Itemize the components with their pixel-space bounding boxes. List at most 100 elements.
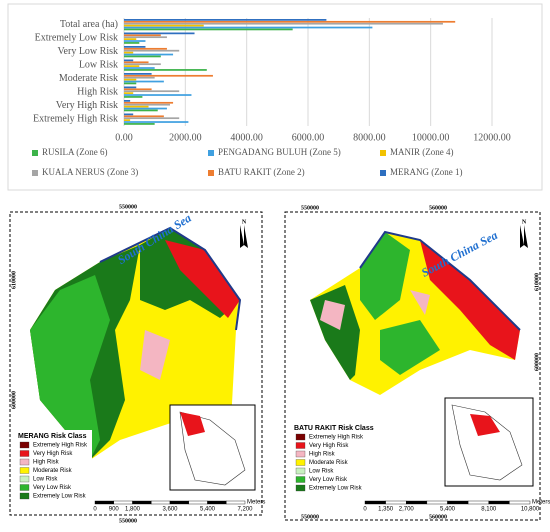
y-tick-label: Extremely Low Risk [35,33,118,44]
bar [124,76,155,79]
coord-label: 550000 [119,518,137,524]
bar [124,51,134,54]
map-area [30,275,110,460]
bar [124,55,161,58]
chart-frame [7,3,543,191]
legend-label: Extremely Low Risk [309,486,363,492]
coord-label: 610000 [534,273,540,291]
bar [124,101,174,104]
coord-label: 550000 [119,204,137,210]
scale-label: 5,400 [440,507,456,513]
scale-segment [207,500,227,505]
legend-label: RUSILA (Zone 6) [42,147,108,157]
scale-segment [467,500,489,505]
scale-label: 0 [363,507,367,513]
north-arrow [520,225,528,248]
coord-label: 600000 [534,353,540,371]
x-tick-label: 8000.00 [353,132,386,143]
coastline [359,230,521,331]
bar [124,123,155,125]
legend-swatch [208,150,214,156]
legend-label: Very High Risk [33,451,73,457]
scale-segment [113,500,133,505]
legend-swatch [19,475,30,483]
bar [124,22,443,25]
scale-segment [447,500,469,505]
bar [124,38,137,40]
legend-label: MANIR (Zone 4) [390,147,454,157]
legend-swatch [295,484,306,492]
y-tick-label: Low Risk [79,60,118,71]
scale-segment [509,500,531,505]
bar [124,103,170,106]
legend-swatch [19,450,30,457]
scale-label: 2,700 [399,507,415,513]
legend-swatch [295,476,306,483]
bar [124,42,140,44]
legend-box [16,430,92,502]
map-batu-rakit: N [284,211,541,521]
scale-label: 7,200 [237,507,253,513]
inset-highlight [470,414,500,436]
bar [124,49,180,52]
north-label: N [242,219,247,225]
map-legend-title: BATU RAKIT Risk Class [294,425,374,432]
bar [124,61,149,64]
bar [124,88,152,91]
scale-label: 5,400 [200,507,216,513]
scale-label: 3,600 [162,507,178,513]
bar [124,36,167,39]
bar [124,28,293,31]
bar [124,86,137,89]
x-tick-label: 0.00 [115,132,133,143]
map-merang: N [9,211,263,516]
bar [124,100,131,102]
coord-label: 550000 [301,514,319,520]
scale-label: 8,100 [481,507,497,513]
scale-label: 1,800 [125,507,141,513]
legend-label: Moderate Risk [309,460,349,466]
bar [124,94,192,96]
coord-label: 610000 [11,271,17,289]
bar [124,121,189,123]
map-area [360,232,410,320]
bar [124,119,131,121]
legend-swatch [19,492,30,500]
bar [124,65,140,67]
scale-segment [151,500,171,505]
bar [124,32,195,35]
legend-label: Very Low Risk [309,477,348,483]
bar [124,73,152,75]
legend-label: Low Risk [33,477,58,483]
legend-label: Very Low Risk [33,485,72,491]
bar [124,46,146,48]
scale-segment [406,500,428,505]
bar [124,113,134,116]
x-tick-label: 10000.00 [412,132,450,143]
scale-unit: Meters [532,500,550,506]
x-tick-label: 12000.00 [473,132,511,143]
map-area [140,330,170,380]
map-area [320,290,430,330]
legend-swatch [19,467,30,474]
scale-label: 900 [109,507,120,513]
coord-label: 560000 [429,514,447,520]
legend-label: MERANG (Zone 1) [390,167,463,177]
legend-swatch [295,450,306,458]
inset-highlight [180,412,205,436]
scale-segment [488,500,510,505]
bar [124,80,164,83]
bar [124,109,158,112]
legend-swatch [32,150,38,156]
legend-label: Extremely Low Risk [33,494,87,500]
coord-label: 550000 [301,205,319,211]
bar [124,63,161,66]
scale-segment [132,500,152,505]
bar [124,47,167,50]
legend-swatch [19,441,30,449]
legend-label: Extremely High Risk [309,435,364,441]
scale-segment [169,500,189,505]
bar [124,26,373,29]
legend-swatch [380,170,386,176]
